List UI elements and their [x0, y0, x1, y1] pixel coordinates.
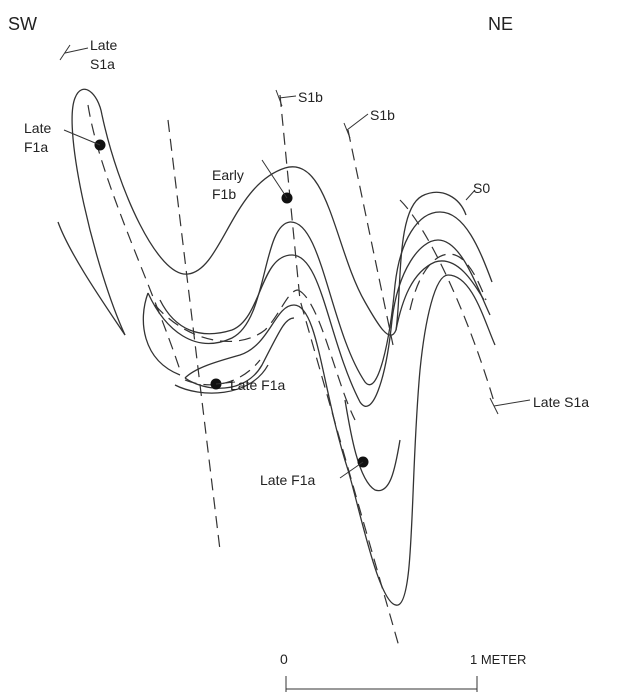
- layers: [58, 89, 495, 605]
- label: F1a: [24, 139, 48, 155]
- axial-traces: [88, 95, 495, 650]
- label: S0: [473, 180, 490, 196]
- label: S1a: [90, 56, 115, 72]
- label: Late F1a: [230, 377, 285, 393]
- scale-bar: 0 1 METER: [280, 651, 526, 692]
- fold-diagram: SW NE 0: [0, 0, 636, 693]
- orientation-right: NE: [488, 14, 513, 34]
- label: Late F1a: [260, 472, 315, 488]
- scale-end: 1 METER: [470, 652, 526, 667]
- label: S1b: [370, 107, 395, 123]
- orientation-left: SW: [8, 14, 37, 34]
- label: S1b: [298, 89, 323, 105]
- leaders: [60, 45, 530, 478]
- label: Late: [90, 37, 117, 53]
- label: Late: [24, 120, 51, 136]
- label: Early: [212, 167, 244, 183]
- scale-start: 0: [280, 651, 288, 667]
- label: F1b: [212, 186, 236, 202]
- label: Late S1a: [533, 394, 589, 410]
